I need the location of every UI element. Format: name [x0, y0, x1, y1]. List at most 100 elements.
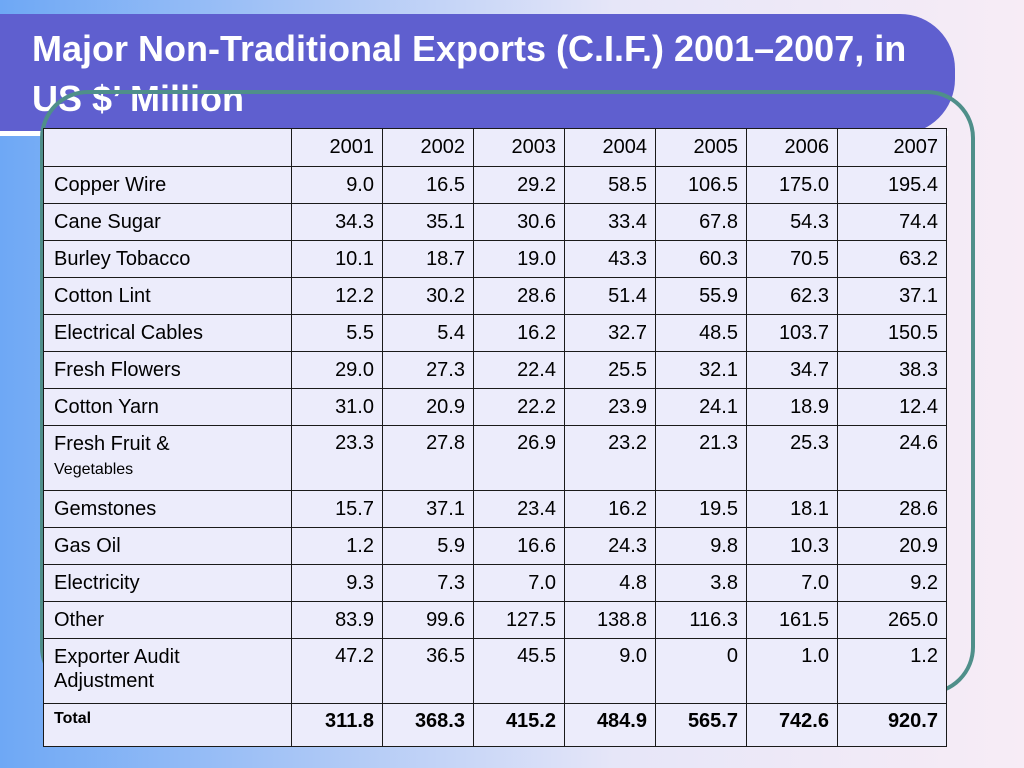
header-row: 2001 2002 2003 2004 2005 2006 2007 [43, 128, 947, 167]
table-cell: 29.2 [473, 166, 565, 204]
table-cell: 99.6 [382, 601, 474, 639]
table-cell: 38.3 [837, 351, 947, 389]
total-cell: 565.7 [655, 703, 747, 747]
table-cell: 35.1 [382, 203, 474, 241]
table-cell: 23.4 [473, 490, 565, 528]
table-cell: 7.0 [473, 564, 565, 602]
table-cell: 32.1 [655, 351, 747, 389]
row-label: Fresh Flowers [43, 351, 292, 389]
row-label-line2: Adjustment [54, 670, 155, 692]
table-cell: 70.5 [746, 240, 838, 278]
table-cell: 31.0 [291, 388, 383, 426]
table-row: Fresh Flowers 29.0 27.3 22.4 25.5 32.1 3… [43, 351, 947, 389]
row-label: Fresh Fruit & Vegetables [43, 425, 292, 491]
table-cell: 28.6 [473, 277, 565, 315]
table-cell: 30.6 [473, 203, 565, 241]
table-cell: 1.0 [746, 638, 838, 704]
row-label-line2: Vegetables [54, 461, 134, 478]
table-cell: 9.8 [655, 527, 747, 565]
table-cell: 34.7 [746, 351, 838, 389]
table-cell: 27.3 [382, 351, 474, 389]
table-cell: 1.2 [837, 638, 947, 704]
table-cell: 9.0 [291, 166, 383, 204]
table-cell: 138.8 [564, 601, 656, 639]
table-cell: 36.5 [382, 638, 474, 704]
table-cell: 9.0 [564, 638, 656, 704]
row-label: Cane Sugar [43, 203, 292, 241]
row-label: Cotton Yarn [43, 388, 292, 426]
table-cell: 25.3 [746, 425, 838, 491]
year-header: 2007 [837, 128, 947, 167]
table-cell: 25.5 [564, 351, 656, 389]
table-cell: 15.7 [291, 490, 383, 528]
table-cell: 63.2 [837, 240, 947, 278]
table-cell: 10.1 [291, 240, 383, 278]
row-label: Electricity [43, 564, 292, 602]
table-cell: 5.9 [382, 527, 474, 565]
table-cell: 19.5 [655, 490, 747, 528]
header-blank-cell [43, 128, 292, 167]
row-label: Gemstones [43, 490, 292, 528]
table-cell: 26.9 [473, 425, 565, 491]
table-cell: 54.3 [746, 203, 838, 241]
table-row: Burley Tobacco 10.1 18.7 19.0 43.3 60.3 … [43, 240, 947, 278]
table-row: Gemstones 15.7 37.1 23.4 16.2 19.5 18.1 … [43, 490, 947, 528]
table-row: Cotton Yarn 31.0 20.9 22.2 23.9 24.1 18.… [43, 388, 947, 426]
exports-table: 2001 2002 2003 2004 2005 2006 2007 Coppe… [43, 128, 947, 747]
table-cell: 45.5 [473, 638, 565, 704]
table-cell: 37.1 [382, 490, 474, 528]
total-cell: 415.2 [473, 703, 565, 747]
table-cell: 5.5 [291, 314, 383, 352]
table-cell: 127.5 [473, 601, 565, 639]
table-cell: 27.8 [382, 425, 474, 491]
table-cell: 21.3 [655, 425, 747, 491]
year-header: 2003 [473, 128, 565, 167]
table-cell: 83.9 [291, 601, 383, 639]
total-cell: 368.3 [382, 703, 474, 747]
table-cell: 7.0 [746, 564, 838, 602]
table-row: Gas Oil 1.2 5.9 16.6 24.3 9.8 10.3 20.9 [43, 527, 947, 565]
table-cell: 67.8 [655, 203, 747, 241]
row-label: Other [43, 601, 292, 639]
total-cell: 920.7 [837, 703, 947, 747]
table-row: Other 83.9 99.6 127.5 138.8 116.3 161.5 … [43, 601, 947, 639]
year-header: 2006 [746, 128, 838, 167]
table-cell: 74.4 [837, 203, 947, 241]
row-label: Gas Oil [43, 527, 292, 565]
table-cell: 3.8 [655, 564, 747, 602]
table-cell: 195.4 [837, 166, 947, 204]
table-cell: 29.0 [291, 351, 383, 389]
table-cell: 12.2 [291, 277, 383, 315]
table-cell: 51.4 [564, 277, 656, 315]
table-cell: 58.5 [564, 166, 656, 204]
table-row: Cotton Lint 12.2 30.2 28.6 51.4 55.9 62.… [43, 277, 947, 315]
page-title: Major Non-Traditional Exports (C.I.F.) 2… [32, 28, 907, 119]
title-band [0, 14, 955, 134]
table-cell: 7.3 [382, 564, 474, 602]
table-cell: 62.3 [746, 277, 838, 315]
year-header: 2002 [382, 128, 474, 167]
table-cell: 30.2 [382, 277, 474, 315]
total-cell: 311.8 [291, 703, 383, 747]
row-label: Copper Wire [43, 166, 292, 204]
table-cell: 43.3 [564, 240, 656, 278]
total-cell: 484.9 [564, 703, 656, 747]
table-cell: 18.9 [746, 388, 838, 426]
table-cell: 23.9 [564, 388, 656, 426]
table-cell: 16.5 [382, 166, 474, 204]
table-cell: 1.2 [291, 527, 383, 565]
table-cell: 32.7 [564, 314, 656, 352]
table-row: Electricity 9.3 7.3 7.0 4.8 3.8 7.0 9.2 [43, 564, 947, 602]
table-cell: 5.4 [382, 314, 474, 352]
table-cell: 9.3 [291, 564, 383, 602]
table-cell: 103.7 [746, 314, 838, 352]
table-cell: 12.4 [837, 388, 947, 426]
table-cell: 10.3 [746, 527, 838, 565]
table-cell: 34.3 [291, 203, 383, 241]
table-cell: 18.7 [382, 240, 474, 278]
table-cell: 16.2 [473, 314, 565, 352]
row-label-line1: Exporter Audit [54, 646, 180, 668]
total-cell: 742.6 [746, 703, 838, 747]
table-cell: 20.9 [837, 527, 947, 565]
row-label-line1: Fresh Fruit & [54, 433, 170, 455]
